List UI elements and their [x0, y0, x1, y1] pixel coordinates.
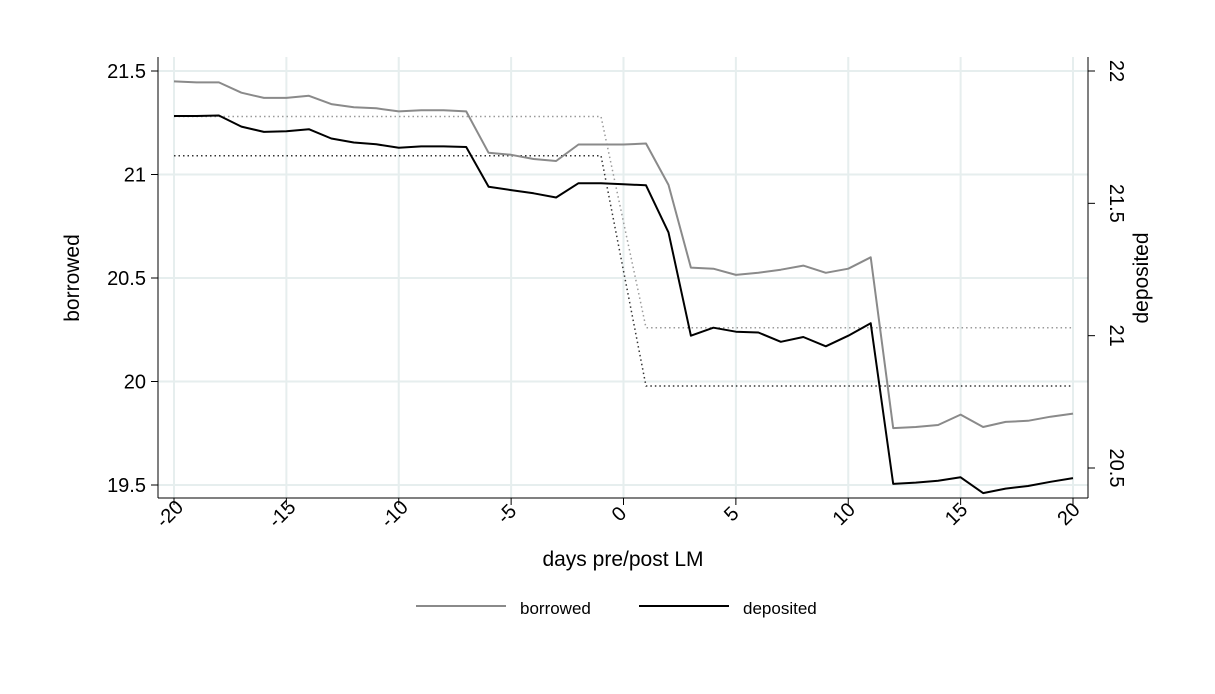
y-tick-label: 20.5 [107, 268, 146, 290]
x-tick-label: -20 [152, 496, 188, 532]
series-line-deposited [174, 114, 1074, 495]
x-tick-label: -15 [264, 496, 300, 532]
y-tick-label: 21 [124, 165, 146, 187]
y-tick-label: 21.5 [107, 61, 146, 83]
y-axis-title: borrowed [61, 234, 84, 322]
x-axis-title: days pre/post LM [542, 548, 703, 571]
x-tick-label: 15 [941, 499, 972, 530]
reference-line-borrowed [174, 115, 1073, 329]
y2-tick-labels: 20.5 21 21.5 22 [1105, 60, 1127, 488]
y-tick-label: 19.5 [107, 475, 146, 497]
y2-tick-label: 21.5 [1105, 184, 1127, 223]
x-tick-labels: -20 -15 -10 -5 0 5 10 15 20 [152, 496, 1085, 532]
y2-axis-title: deposited [1130, 232, 1153, 323]
x-tick-label: -10 [377, 496, 413, 532]
reference-lines [174, 115, 1073, 387]
series-lines [173, 80, 1074, 495]
axes [151, 57, 1095, 505]
legend: borrowed deposited [416, 599, 817, 618]
legend-label-deposited: deposited [743, 599, 817, 618]
grid [158, 57, 1088, 498]
y-tick-label: 20 [124, 372, 146, 394]
x-tick-label: -5 [493, 500, 521, 528]
x-tick-label: 5 [720, 503, 743, 526]
y-tick-labels: 19.5 20 20.5 21 21.5 [107, 61, 146, 497]
y2-tick-label: 20.5 [1105, 449, 1127, 488]
series-line-borrowed [173, 80, 1074, 430]
x-tick-label: 0 [608, 503, 631, 526]
x-tick-label: 20 [1053, 499, 1084, 530]
x-tick-label: 10 [829, 499, 860, 530]
y2-tick-label: 21 [1105, 325, 1127, 347]
y2-tick-label: 22 [1105, 60, 1127, 82]
legend-label-borrowed: borrowed [520, 599, 591, 618]
